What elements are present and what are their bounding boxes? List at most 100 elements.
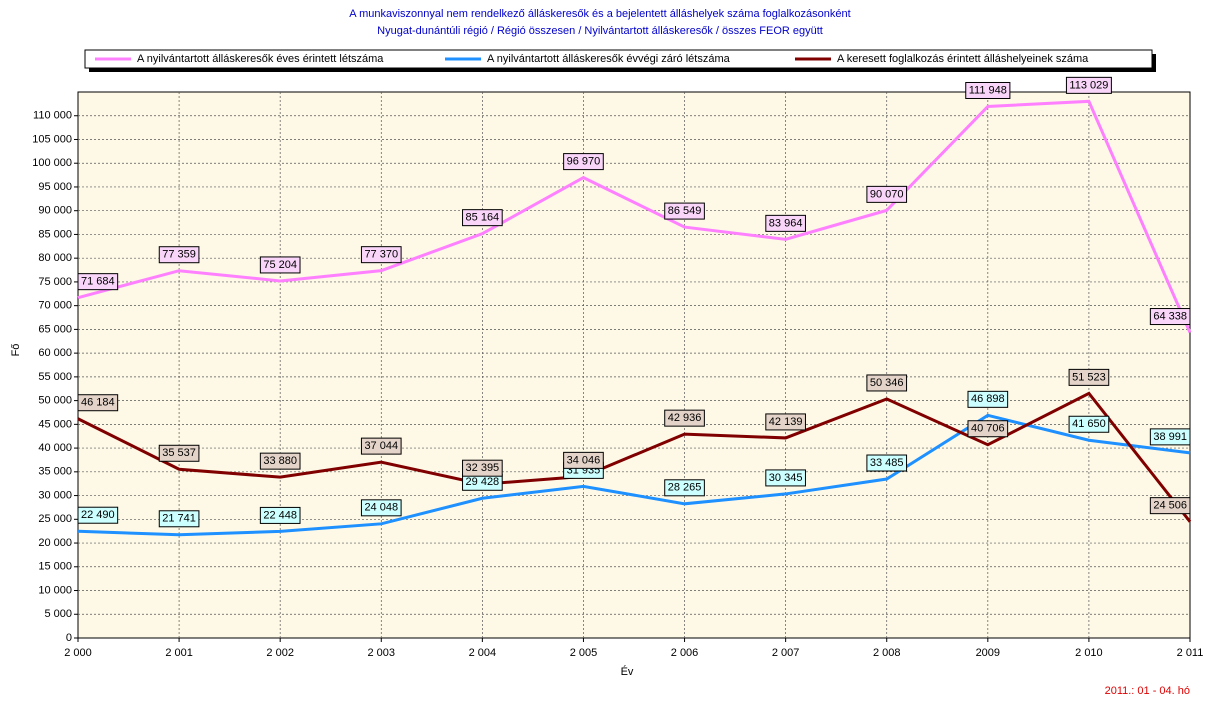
x-tick-label: 2009: [976, 647, 1000, 659]
data-label-box: [77, 273, 119, 291]
data-label-box: [563, 153, 604, 171]
data-label: 22 490: [81, 509, 115, 521]
data-label-box: [765, 469, 806, 487]
data-label: 96 970: [567, 156, 601, 168]
data-label: 83 964: [769, 217, 803, 229]
data-label-box: [360, 437, 402, 455]
data-label-box: [462, 459, 503, 477]
x-tick-label: 2 011: [1177, 647, 1204, 659]
data-label: 30 345: [769, 472, 803, 484]
data-label: 86 549: [668, 205, 702, 217]
data-label: 90 070: [870, 188, 904, 200]
data-label-box: [1149, 497, 1191, 515]
data-label: 42 936: [668, 412, 702, 424]
y-tick-label: 40 000: [38, 442, 72, 454]
data-label-box: [259, 506, 301, 524]
chart-subtitle: Nyugat-dunántúli régió / Régió összesen …: [377, 25, 823, 37]
y-tick-label: 20 000: [38, 537, 72, 549]
data-label: 24 506: [1153, 500, 1187, 512]
data-label-box: [765, 214, 806, 232]
data-label-box: [664, 479, 705, 497]
y-tick-label: 90 000: [38, 205, 72, 217]
data-label-box: [360, 499, 402, 517]
legend-label: A nyilvántartott álláskeresők évvégi zár…: [487, 53, 731, 65]
y-tick-label: 45 000: [38, 418, 72, 430]
x-tick-label: 2 006: [671, 647, 699, 659]
x-tick-label: 2 001: [165, 647, 193, 659]
y-tick-label: 85 000: [38, 228, 72, 240]
x-tick-label: 2 000: [64, 647, 92, 659]
data-label: 111 948: [969, 84, 1007, 96]
data-label-box: [1149, 308, 1191, 326]
data-label: 29 428: [466, 476, 500, 488]
x-tick-label: 2 007: [772, 647, 800, 659]
y-tick-label: 80 000: [38, 252, 72, 264]
series-line: [77, 413, 1191, 537]
data-label: 64 338: [1153, 310, 1187, 322]
data-label: 33 485: [870, 457, 904, 469]
y-tick-label: 60 000: [38, 347, 72, 359]
data-label-box: [77, 394, 119, 412]
footnote: 2011.: 01 - 04. hó: [1105, 685, 1190, 697]
data-label-box: [1065, 76, 1112, 94]
data-label: 46 898: [971, 393, 1005, 405]
y-tick-label: 30 000: [38, 489, 72, 501]
data-label: 42 139: [769, 416, 803, 428]
data-label: 85 164: [466, 212, 500, 224]
data-label-box: [1149, 428, 1191, 446]
data-label-box: [563, 451, 604, 469]
x-axis-label: Év: [621, 665, 634, 678]
data-label: 24 048: [364, 502, 398, 514]
data-label: 41 650: [1072, 418, 1106, 430]
data-label: 77 370: [364, 249, 398, 261]
y-tick-label: 25 000: [38, 513, 72, 525]
y-tick-label: 55 000: [38, 371, 72, 383]
plot-area: [77, 91, 1191, 639]
y-tick-label: 110 000: [33, 110, 72, 122]
x-tick-label: 2 010: [1075, 647, 1103, 659]
y-tick-label: 70 000: [38, 300, 72, 312]
y-tick-label: 75 000: [38, 276, 72, 288]
y-tick-label: 100 000: [32, 157, 72, 169]
x-tick-label: 2 004: [469, 647, 497, 659]
data-label: 21 741: [162, 513, 196, 525]
data-label: 22 448: [263, 509, 297, 521]
data-label: 37 044: [364, 440, 398, 452]
data-label: 38 991: [1153, 431, 1187, 443]
data-label: 33 880: [263, 455, 297, 467]
y-tick-label: 0: [66, 632, 72, 644]
legend: [84, 49, 1153, 69]
data-label-box: [77, 506, 119, 524]
data-label-box: [765, 413, 806, 431]
legend-label: A keresett foglalkozás érintett álláshel…: [837, 53, 1089, 65]
data-label-box: [866, 454, 908, 472]
chart-title: A munkaviszonnyal nem rendelkező álláske…: [349, 8, 850, 20]
data-label: 35 537: [162, 447, 196, 459]
data-label: 113 029: [1069, 79, 1108, 91]
data-label-box: [259, 452, 301, 470]
data-label-box: [360, 246, 402, 264]
data-label-box: [1068, 368, 1110, 386]
y-tick-label: 105 000: [32, 133, 72, 145]
data-label-box: [866, 374, 908, 392]
data-label: 77 359: [162, 249, 196, 261]
data-label-box: [965, 81, 1011, 99]
y-tick-label: 15 000: [38, 561, 72, 573]
data-label-box: [866, 185, 908, 203]
data-label: 40 706: [971, 423, 1005, 435]
data-label: 71 684: [81, 276, 115, 288]
y-tick-label: 35 000: [38, 466, 72, 478]
data-label-box: [158, 510, 200, 528]
data-label-box: [462, 209, 503, 227]
legend-label: A nyilvántartott álláskeresők éves érint…: [137, 53, 384, 65]
data-label-box: [158, 246, 200, 264]
y-tick-label: 10 000: [38, 584, 72, 596]
data-label: 28 265: [668, 482, 702, 494]
data-label-box: [259, 256, 301, 274]
y-tick-label: 65 000: [38, 323, 72, 335]
data-label-box: [967, 390, 1009, 408]
data-label-box: [664, 409, 705, 427]
y-tick-label: 50 000: [38, 395, 72, 407]
data-label-box: [158, 444, 200, 462]
